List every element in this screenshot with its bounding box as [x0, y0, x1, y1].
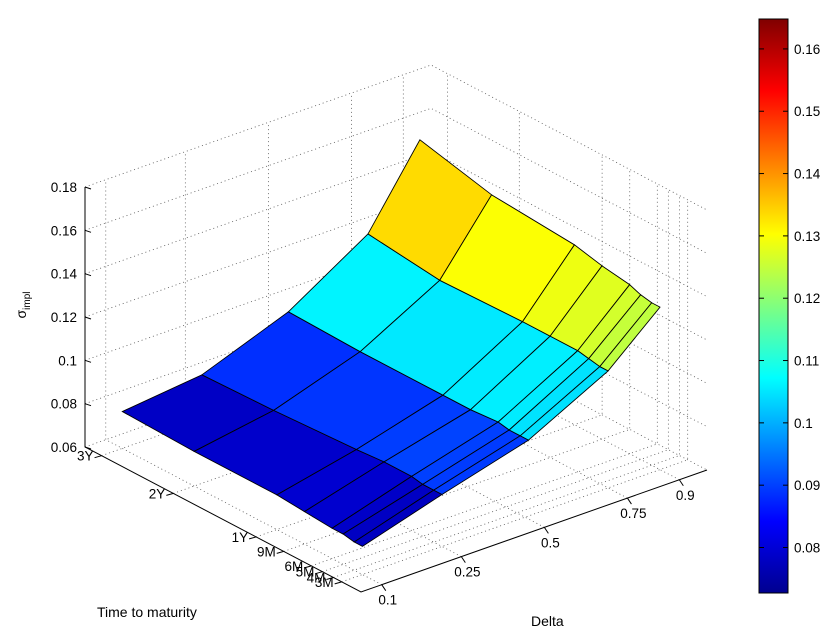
- delta-axis-ticks: 0.1 0.25 0.5 0.75 0.9: [378, 479, 695, 608]
- maturity-tick-label: 6M: [285, 559, 304, 574]
- maturity-tick-label: 3M: [315, 575, 334, 590]
- delta-tick-mark: [627, 497, 632, 505]
- zlabel-symbol: σ: [13, 309, 29, 318]
- colorbar-tick-label: 0.09: [794, 478, 820, 493]
- z-tick-mark: [84, 316, 92, 320]
- z-tick-mark: [84, 229, 92, 233]
- z-axis-ticks: 0.06 0.08 0.1 0.12 0.14 0.16 0.18: [51, 180, 92, 455]
- zlabel-subscript: impl: [22, 292, 33, 310]
- delta-tick-label: 0.5: [541, 535, 560, 550]
- delta-tick-mark: [543, 527, 549, 534]
- ylabel: Time to maturity: [97, 604, 197, 620]
- maturity-tick-label: 1Y: [232, 530, 249, 545]
- delta-tick-label: 0.9: [676, 488, 695, 503]
- z-tick-mark: [84, 446, 92, 450]
- maturity-tick-label: 9M: [257, 544, 276, 559]
- surface-patch: [599, 302, 661, 372]
- maturity-tick-label: 3Y: [77, 449, 94, 464]
- z-tick-label: 0.12: [51, 310, 77, 325]
- maturity-tick-label: 5M: [296, 565, 315, 580]
- zlabel: σimpl: [13, 292, 33, 319]
- colorbar-tick-label: 0.14: [794, 167, 821, 182]
- xlabel: Delta: [531, 613, 564, 629]
- maturity-tick-mark: [304, 565, 312, 569]
- z-tick-mark: [84, 273, 92, 277]
- maturity-tick-mark: [248, 536, 257, 540]
- maturity-tick-mark: [334, 581, 342, 585]
- colorbar-tick-label: 0.08: [794, 541, 820, 556]
- delta-tick-label: 0.25: [454, 565, 480, 580]
- svg-text:σimpl: σimpl: [13, 292, 33, 319]
- z-tick-label: 0.16: [51, 223, 77, 238]
- delta-tick-mark: [678, 479, 684, 487]
- colorbar-tick-label: 0.13: [794, 229, 820, 244]
- z-tick-label: 0.18: [51, 180, 77, 195]
- maturity-tick-label: 2Y: [149, 486, 166, 501]
- z-tick-mark: [84, 359, 92, 363]
- delta-tick-mark: [460, 556, 466, 563]
- maturity-tick-mark: [276, 550, 284, 554]
- colorbar: 0.08 0.09 0.1 0.11 0.12 0.13 0.14 0.15 0.16: [758, 18, 821, 594]
- maturity-tick-mark: [315, 571, 323, 575]
- z-tick-mark: [84, 186, 92, 190]
- delta-tick-label: 0.1: [378, 593, 397, 608]
- z-tick-label: 0.1: [58, 353, 77, 368]
- z-tick-label: 0.08: [51, 397, 77, 412]
- axes-gridlines: [84, 64, 708, 586]
- colorbar-tick-label: 0.12: [794, 291, 820, 306]
- colorbar-tick-label: 0.11: [794, 354, 819, 369]
- delta-tick-label: 0.75: [620, 506, 646, 521]
- z-tick-label: 0.14: [51, 267, 78, 282]
- surface-plot: [121, 139, 661, 547]
- z-tick-label: 0.06: [51, 440, 77, 455]
- maturity-tick-mark: [166, 492, 174, 496]
- maturity-tick-label: 4M: [307, 571, 326, 586]
- colorbar-tick-label: 0.1: [794, 416, 813, 431]
- colorbar-gradient: [758, 18, 789, 594]
- maturity-tick-mark: [94, 455, 102, 459]
- colorbar-tick-label: 0.15: [794, 104, 820, 119]
- colorbar-tick-label: 0.16: [794, 42, 820, 57]
- maturity-tick-mark: [326, 577, 334, 580]
- delta-tick-mark: [381, 584, 387, 591]
- z-tick-mark: [84, 403, 92, 407]
